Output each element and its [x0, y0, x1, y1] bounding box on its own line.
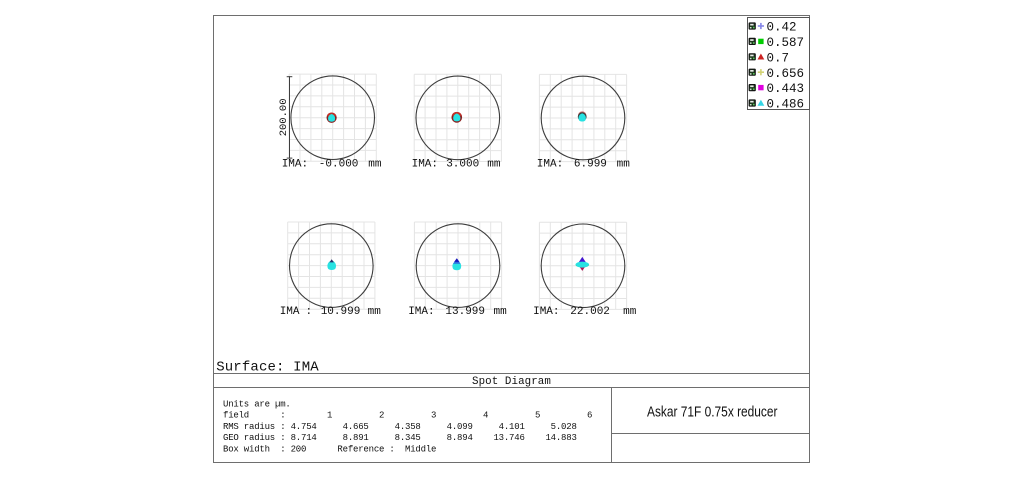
svg-text:GEO radius : 8.714 8.891: GEO radius : 8.714 8.891 8.345 8.894 13.… — [223, 433, 577, 443]
svg-text:Box width : 200 Referenc: Box width : 200 Reference : Middle — [223, 444, 436, 454]
svg-text:Spot Diagram: Spot Diagram — [472, 376, 551, 388]
svg-text:Units are µm.: Units are µm. — [223, 400, 291, 410]
svg-text:Surface: IMA: Surface: IMA — [216, 360, 319, 376]
svg-text:Askar 71F 0.75x reducer: Askar 71F 0.75x reducer — [647, 403, 778, 420]
svg-text:200.00: 200.00 — [278, 98, 290, 136]
svg-text:0.486: 0.486 — [767, 98, 805, 112]
svg-text:0.587: 0.587 — [767, 36, 805, 50]
svg-text:RMS radius : 4.754 4.665: RMS radius : 4.754 4.665 4.358 4.099 4.1… — [223, 422, 577, 432]
svg-text:field : 1: field : 1 2 3 4 5 6 — [223, 411, 592, 421]
svg-text:0.7: 0.7 — [767, 51, 790, 65]
svg-text:0.656: 0.656 — [767, 67, 805, 81]
svg-text:0.42: 0.42 — [767, 21, 797, 35]
svg-text:0.443: 0.443 — [767, 82, 805, 96]
